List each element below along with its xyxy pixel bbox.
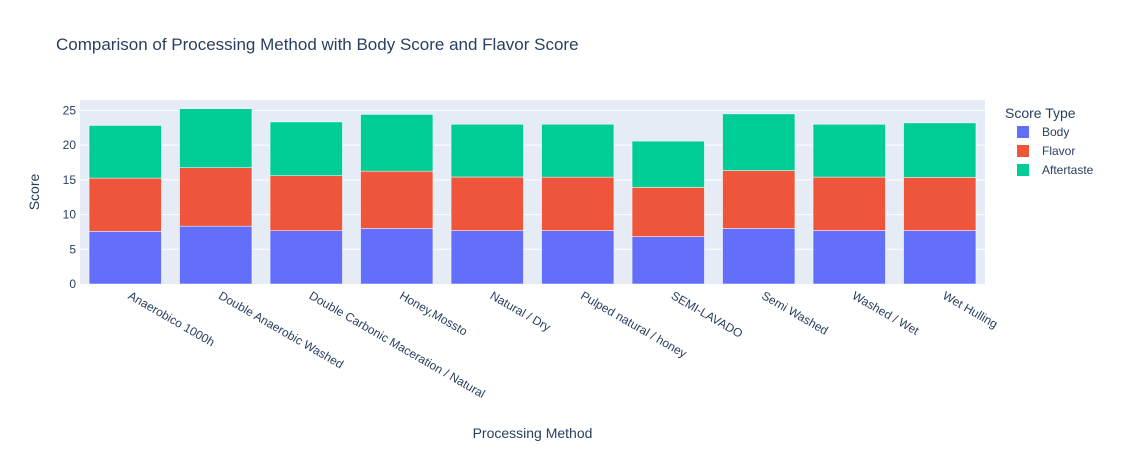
x-tick-label: Natural / Dry	[488, 288, 553, 334]
y-tick-label: 0	[69, 277, 76, 291]
y-tick-label: 10	[63, 208, 77, 222]
y-tick-labels: 0 5 10 15 20 25	[63, 103, 77, 291]
bar-aftertaste[interactable]	[722, 113, 796, 171]
bar-body[interactable]	[269, 230, 343, 285]
bar-aftertaste[interactable]	[903, 122, 977, 178]
bar-flavor[interactable]	[812, 176, 886, 231]
bar-body[interactable]	[88, 231, 162, 285]
legend-swatch	[1017, 164, 1029, 176]
bar-flavor[interactable]	[903, 177, 977, 231]
bar-body[interactable]	[722, 228, 796, 285]
x-tick-label: Semi Washed	[759, 288, 830, 337]
bar-aftertaste[interactable]	[269, 121, 343, 177]
bar-flavor[interactable]	[179, 167, 253, 227]
x-tick-label: Washed / Wet	[850, 288, 922, 338]
legend-label: Flavor	[1042, 144, 1075, 158]
bar-flavor[interactable]	[88, 177, 162, 232]
chart-title: Comparison of Processing Method with Bod…	[56, 35, 579, 54]
bar-body[interactable]	[179, 225, 253, 285]
bar-flavor[interactable]	[450, 176, 524, 231]
legend-item-flavor[interactable]: Flavor	[1017, 144, 1075, 158]
legend-title: Score Type	[1005, 105, 1076, 121]
x-tick-label: SEMI-LAVADO	[669, 288, 745, 340]
x-tick-label: Anaerobico 1000h	[126, 288, 217, 349]
bar-body[interactable]	[903, 230, 977, 285]
bar-flavor[interactable]	[269, 175, 343, 231]
legend-swatch	[1017, 145, 1029, 157]
legend-swatch	[1017, 126, 1029, 138]
bar-body[interactable]	[812, 230, 886, 285]
bar-aftertaste[interactable]	[541, 123, 615, 178]
bar-aftertaste[interactable]	[631, 140, 705, 188]
y-tick-label: 15	[63, 173, 77, 187]
y-tick-label: 5	[69, 242, 76, 256]
legend-item-body[interactable]: Body	[1017, 125, 1069, 139]
bar-body[interactable]	[450, 230, 524, 285]
bars	[88, 108, 977, 285]
bar-body[interactable]	[360, 228, 434, 285]
bar-aftertaste[interactable]	[812, 124, 886, 178]
bar-flavor[interactable]	[360, 170, 434, 229]
legend-item-aftertaste[interactable]: Aftertaste	[1017, 163, 1094, 177]
x-tick-labels: Anaerobico 1000h Double Anaerobic WashedD…	[126, 288, 1000, 401]
y-tick-label: 25	[63, 103, 77, 117]
x-axis-title: Processing Method	[473, 425, 593, 441]
x-tick-label: Honey,Mossto	[397, 288, 470, 338]
legend-label: Body	[1042, 125, 1069, 139]
bar-aftertaste[interactable]	[450, 123, 524, 178]
bar-flavor[interactable]	[541, 176, 615, 231]
y-tick-label: 20	[63, 138, 77, 152]
y-axis-title: Score	[26, 174, 42, 211]
legend: Score Type Body Flavor Aftertaste	[1005, 105, 1094, 177]
bar-aftertaste[interactable]	[179, 108, 253, 168]
bar-flavor[interactable]	[631, 187, 705, 237]
x-tick-label: Double Carbonic Maceration / Natural	[307, 288, 488, 401]
bar-flavor[interactable]	[722, 170, 796, 229]
bar-body[interactable]	[631, 236, 705, 285]
x-tick-label: Wet Hulling	[940, 288, 1000, 331]
bar-aftertaste[interactable]	[88, 125, 162, 179]
bar-body[interactable]	[541, 230, 615, 285]
legend-label: Aftertaste	[1042, 163, 1094, 177]
bar-aftertaste[interactable]	[360, 114, 434, 172]
